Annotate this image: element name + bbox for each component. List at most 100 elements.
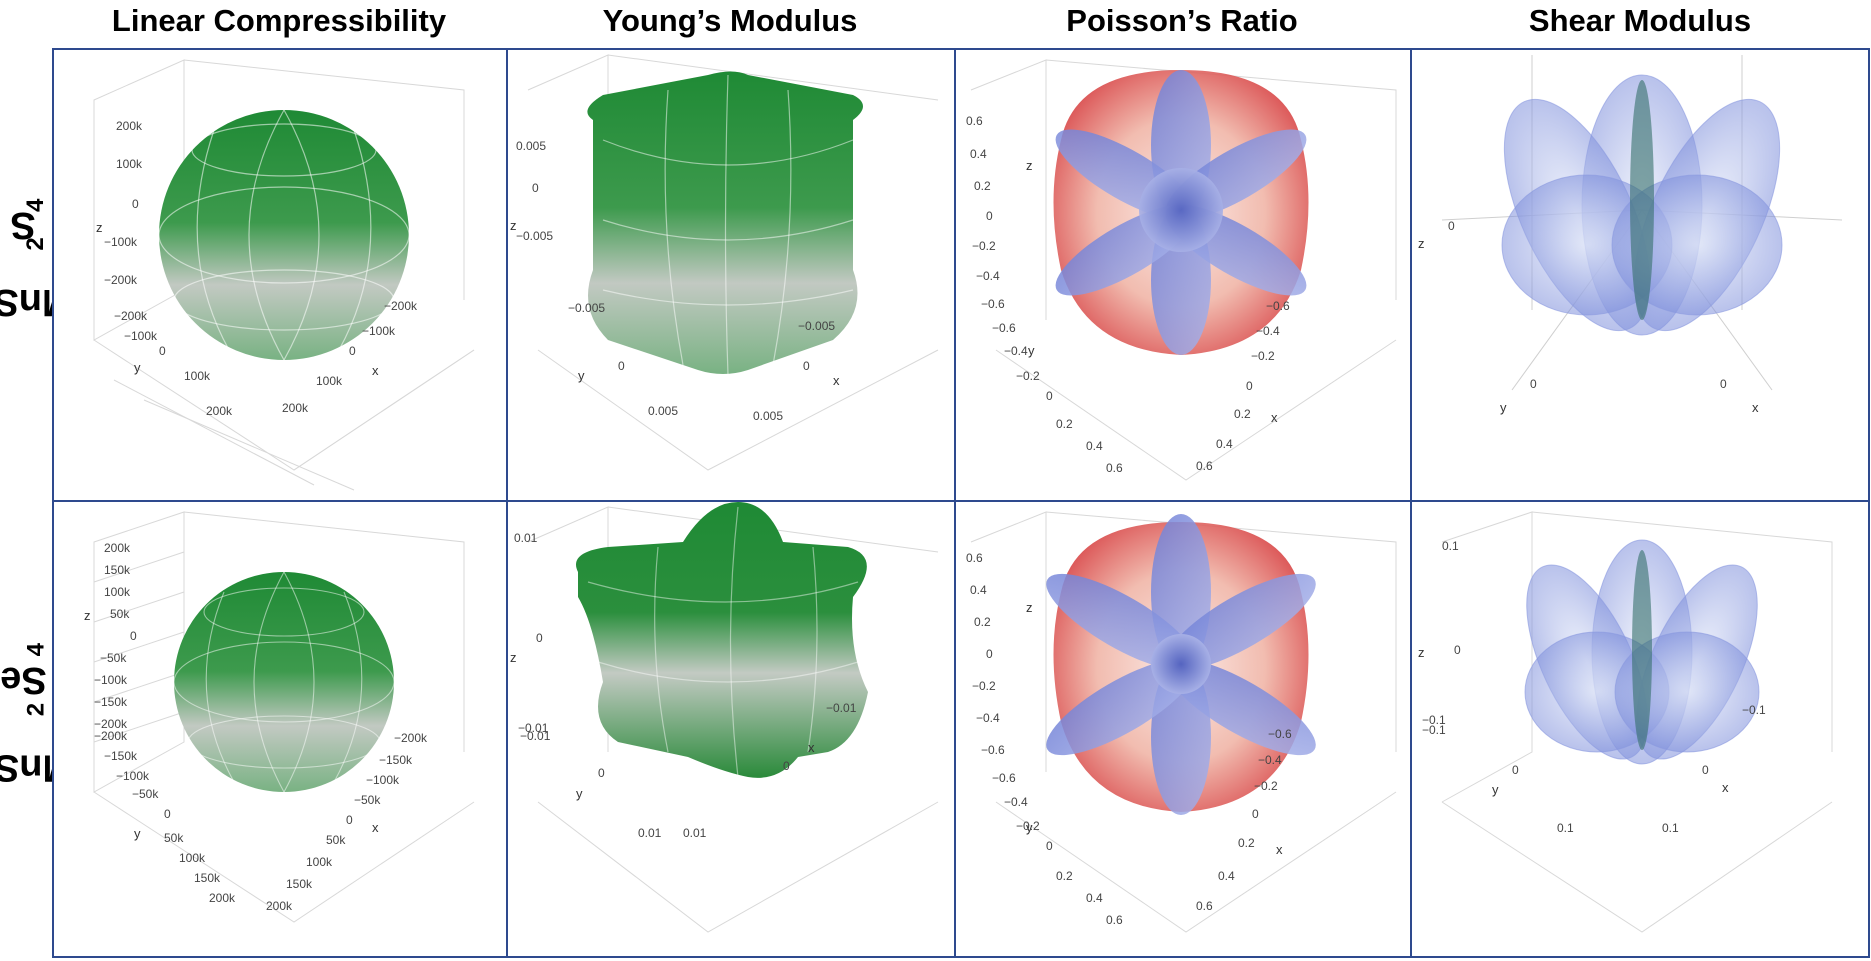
svg-text:−50k: −50k	[354, 793, 381, 807]
svg-text:100k: 100k	[104, 585, 131, 599]
svg-text:−150k: −150k	[94, 695, 128, 709]
svg-text:0.005: 0.005	[648, 404, 678, 418]
svg-text:0: 0	[130, 629, 137, 643]
svg-text:−0.1: −0.1	[1742, 703, 1766, 717]
svg-text:−200k: −200k	[114, 309, 148, 323]
svg-text:−200k: −200k	[104, 273, 138, 287]
svg-text:0.4: 0.4	[970, 147, 987, 161]
svg-text:y: y	[1500, 400, 1507, 415]
svg-text:0.01: 0.01	[514, 531, 538, 545]
svg-text:z: z	[1418, 645, 1425, 660]
svg-text:−0.4: −0.4	[1004, 795, 1028, 809]
panel-mnsc2s4-youngs-modulus: 0.005 0 −0.005 −0.005 0 0.005 −0.005 0 0…	[508, 50, 954, 500]
svg-text:z: z	[96, 220, 103, 235]
youngs-modulus-surface	[576, 502, 868, 778]
svg-text:−0.2: −0.2	[1251, 349, 1275, 363]
svg-text:−100k: −100k	[362, 324, 396, 338]
svg-text:0.2: 0.2	[1238, 836, 1255, 850]
svg-text:0.6: 0.6	[1196, 459, 1213, 473]
svg-text:0: 0	[1720, 377, 1727, 391]
z-axis-ticks: 200k 100k 0 −100k −200k	[104, 119, 143, 287]
column-title-poissons-ratio: Poisson’s Ratio	[1066, 3, 1298, 38]
svg-text:0: 0	[1252, 807, 1259, 821]
svg-text:−0.6: −0.6	[992, 321, 1016, 335]
svg-text:0.4: 0.4	[1086, 439, 1103, 453]
svg-text:0.2: 0.2	[1056, 417, 1073, 431]
svg-text:0.2: 0.2	[1056, 869, 1073, 883]
svg-text:0: 0	[349, 344, 356, 358]
svg-text:150k: 150k	[286, 877, 313, 891]
svg-text:0.4: 0.4	[1218, 869, 1235, 883]
svg-text:100k: 100k	[116, 157, 143, 171]
svg-text:0: 0	[1046, 389, 1053, 403]
svg-text:x: x	[833, 373, 840, 388]
svg-text:−200k: −200k	[94, 729, 128, 743]
svg-text:0.2: 0.2	[974, 179, 991, 193]
svg-text:0: 0	[1046, 839, 1053, 853]
panel-mnsc2se4-shear-modulus: 0.1 0 −0.1 −0.1 0 0.1 −0.1 0 0.1 z y x	[1412, 502, 1868, 956]
svg-text:−0.005: −0.005	[798, 319, 835, 333]
svg-text:200k: 200k	[104, 541, 131, 555]
svg-text:−0.2: −0.2	[1016, 369, 1040, 383]
compressibility-surface	[159, 110, 409, 360]
svg-text:0.4: 0.4	[1216, 437, 1233, 451]
row-label-mnsc2s4: MnSc2S4	[0, 198, 74, 323]
svg-text:100k: 100k	[316, 374, 343, 388]
svg-text:0: 0	[1512, 763, 1519, 777]
svg-text:0: 0	[536, 631, 543, 645]
panel-mnsc2s4-shear-modulus: 0 0 0 z y x	[1412, 50, 1868, 500]
svg-text:x: x	[1271, 410, 1278, 425]
svg-text:−200k: −200k	[384, 299, 418, 313]
svg-text:−0.005: −0.005	[516, 229, 553, 243]
svg-text:0: 0	[783, 759, 790, 773]
svg-text:0.01: 0.01	[683, 826, 707, 840]
svg-text:0.1: 0.1	[1557, 821, 1574, 835]
svg-text:0: 0	[532, 181, 539, 195]
panel-mnsc2se4-youngs-modulus: 0.01 0 −0.01 −0.01 0 0.01 −0.01 0 0.01 z…	[508, 502, 954, 956]
svg-text:−0.1: −0.1	[1422, 713, 1446, 727]
panel-mnsc2s4-linear-compressibility: 200k 100k 0 −100k −200k z −200k −100k 0 …	[54, 50, 506, 500]
svg-text:−200k: −200k	[94, 717, 128, 731]
svg-text:−100k: −100k	[104, 235, 138, 249]
svg-text:x: x	[372, 820, 379, 835]
svg-text:0.2: 0.2	[1234, 407, 1251, 421]
svg-text:200k: 200k	[282, 401, 309, 415]
svg-text:−0.6: −0.6	[1266, 299, 1290, 313]
svg-text:−50k: −50k	[132, 787, 159, 801]
svg-text:−0.1: −0.1	[1422, 723, 1446, 737]
svg-text:−100k: −100k	[116, 769, 150, 783]
svg-text:0: 0	[1246, 379, 1253, 393]
svg-text:0.6: 0.6	[1196, 899, 1213, 913]
svg-text:−0.01: −0.01	[826, 701, 857, 715]
svg-text:−100k: −100k	[124, 329, 158, 343]
column-title-youngs-modulus: Young’s Modulus	[602, 3, 858, 38]
svg-text:y: y	[134, 360, 141, 375]
figure-grid: 200k 100k 0 −100k −200k z −200k −100k 0 …	[52, 48, 1870, 958]
svg-text:z: z	[84, 608, 91, 623]
svg-text:0: 0	[159, 344, 166, 358]
svg-text:0: 0	[132, 197, 139, 211]
svg-text:0.2: 0.2	[974, 615, 991, 629]
svg-text:0: 0	[1448, 219, 1455, 233]
panel-mnsc2se4-poissons-ratio: 0.6 0.4 0.2 0 −0.2 −0.4 −0.6 −0.6 −0.4 −…	[956, 502, 1410, 956]
svg-text:−150k: −150k	[104, 749, 138, 763]
svg-text:−0.2: −0.2	[1016, 819, 1040, 833]
svg-text:−200k: −200k	[394, 731, 428, 745]
svg-text:150k: 150k	[194, 871, 221, 885]
svg-text:−0.4: −0.4	[976, 711, 1000, 725]
svg-text:y: y	[578, 368, 585, 383]
svg-text:150k: 150k	[104, 563, 131, 577]
svg-text:−0.01: −0.01	[520, 729, 551, 743]
svg-text:−100k: −100k	[94, 673, 128, 687]
svg-text:−0.2: −0.2	[1254, 779, 1278, 793]
svg-text:0.1: 0.1	[1662, 821, 1679, 835]
svg-text:0: 0	[1702, 763, 1709, 777]
svg-text:x: x	[1722, 780, 1729, 795]
svg-text:0: 0	[618, 359, 625, 373]
svg-text:0: 0	[986, 209, 993, 223]
svg-text:−0.4: −0.4	[1258, 753, 1282, 767]
svg-text:0.6: 0.6	[1106, 461, 1123, 475]
svg-text:200k: 200k	[209, 891, 236, 905]
svg-text:z: z	[1026, 600, 1033, 615]
svg-text:50k: 50k	[164, 831, 184, 845]
